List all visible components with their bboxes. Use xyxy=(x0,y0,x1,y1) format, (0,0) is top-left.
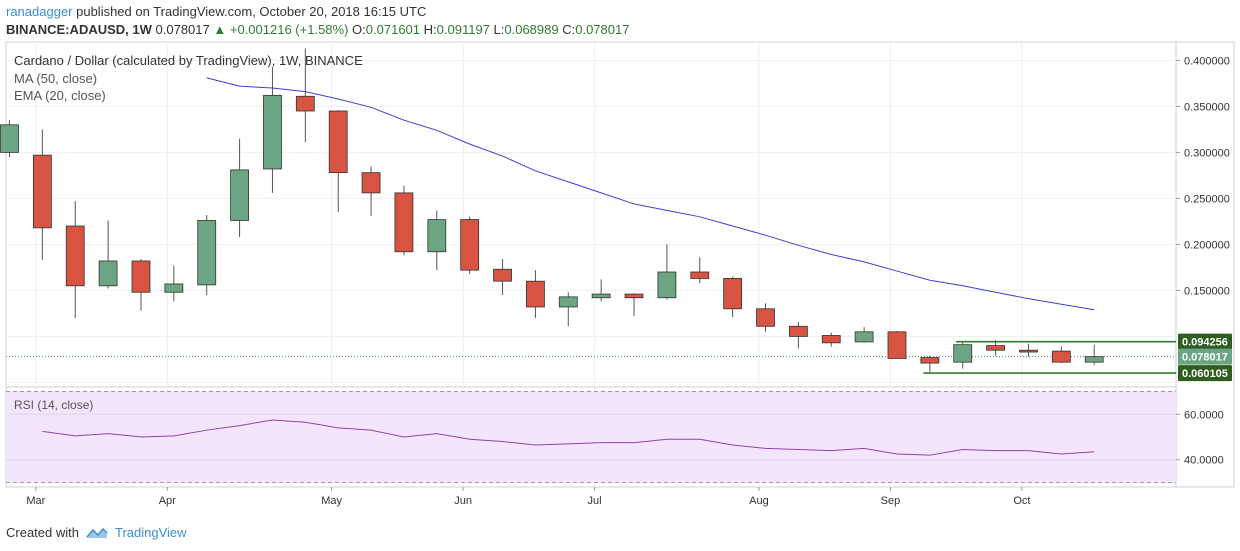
x-tick-label: Apr xyxy=(159,495,176,507)
x-tick-label: Aug xyxy=(749,495,769,507)
rsi-line xyxy=(42,419,1095,456)
candle-down xyxy=(756,308,775,327)
x-tick-label: Jul xyxy=(588,495,602,507)
ma-legend: MA (50, close) xyxy=(14,71,97,86)
candle-down xyxy=(493,268,512,282)
candle-down xyxy=(788,325,808,337)
candle-up xyxy=(98,260,118,287)
created-with-text: Created with xyxy=(6,525,79,540)
rsi-y-tick-label: 60.0000 xyxy=(1184,409,1224,421)
candle-down xyxy=(986,345,1005,351)
current-price-tag xyxy=(1178,348,1232,365)
change-value: +0.001216 (+1.58%) xyxy=(229,22,349,37)
chart-title: Cardano / Dollar (calculated by TradingV… xyxy=(14,53,363,68)
candle-up xyxy=(657,271,677,299)
support-price-tag xyxy=(1178,365,1232,382)
main-pane-frame xyxy=(5,41,1177,388)
candle-down xyxy=(920,357,940,364)
resistance-price-tag-text: 0.094256 xyxy=(1182,337,1228,349)
candle-up xyxy=(854,331,874,343)
symbol-label: BINANCE:ADAUSD, 1W xyxy=(6,22,152,37)
levels xyxy=(6,340,1176,374)
price-axis-frame xyxy=(1175,41,1235,488)
low-value: 0.068989 xyxy=(504,22,559,37)
published-text: published on TradingView.com, October 20… xyxy=(72,4,427,19)
candle-down xyxy=(526,280,545,308)
rsi-legend: RSI (14, close) xyxy=(14,398,93,412)
candle-down xyxy=(295,95,315,112)
candle-down xyxy=(328,110,348,174)
high-value: 0.091197 xyxy=(436,22,490,37)
candle-up xyxy=(197,220,217,286)
symbol-quote: BINANCE:ADAUSD, 1W 0.078017 ▲ +0.001216 … xyxy=(6,22,629,37)
rsi-y-tick-label: 40.0000 xyxy=(1184,455,1224,467)
tradingview-logo-icon xyxy=(86,527,108,538)
high-label: H: xyxy=(423,22,437,37)
rsi-polyline xyxy=(42,419,1095,456)
candles xyxy=(0,48,1104,373)
x-tick-label: Jun xyxy=(454,495,472,507)
y-tick-label: 0.350000 xyxy=(1184,101,1230,113)
candle-down xyxy=(1019,349,1038,353)
candle-down xyxy=(821,335,841,344)
resistance-price-tag xyxy=(1178,333,1232,350)
candle-down xyxy=(394,192,414,253)
candle-down xyxy=(131,260,151,293)
ma-polyline xyxy=(206,77,1095,311)
current-price-tag-text: 0.078017 xyxy=(1182,352,1228,364)
y-tick-label: 0.300000 xyxy=(1184,147,1230,159)
tradingview-brand[interactable]: TradingView xyxy=(114,525,187,540)
candle-up xyxy=(263,94,282,170)
y-tick-label: 0.200000 xyxy=(1184,239,1230,251)
ema-legend: EMA (20, close) xyxy=(14,88,106,103)
candle-down xyxy=(460,219,480,271)
x-tick-label: May xyxy=(321,495,342,507)
support-price-tag-text: 0.060105 xyxy=(1182,368,1228,380)
x-tick-label: Sep xyxy=(881,495,901,507)
candle-down xyxy=(723,278,743,310)
x-tick-label: Mar xyxy=(26,495,45,507)
footer: Created with TradingView xyxy=(6,525,187,540)
author-link[interactable]: ranadagger xyxy=(6,4,73,19)
candle-down xyxy=(887,331,907,359)
candle-up xyxy=(591,293,611,299)
candle-down xyxy=(361,172,381,194)
candle-up xyxy=(1084,356,1104,363)
candle-down xyxy=(65,225,85,287)
candle-up xyxy=(953,344,973,363)
change-arrow-icon: ▲ xyxy=(213,22,227,37)
candle-down xyxy=(32,154,52,229)
y-tick-label: 0.150000 xyxy=(1184,285,1230,297)
candle-up xyxy=(0,124,19,153)
open-label: O: xyxy=(352,22,366,37)
last-close: 0.078017 xyxy=(155,22,210,37)
candle-down xyxy=(624,293,644,299)
ma-line xyxy=(206,77,1095,311)
candle-up xyxy=(164,283,184,293)
rsi-band xyxy=(6,391,1176,483)
publish-info: ranadagger published on TradingView.com,… xyxy=(6,4,426,19)
open-value: 0.071601 xyxy=(365,22,421,37)
axes: 0.150000 0.200000 0.250000 0.300000 0.350000… xyxy=(26,55,1232,507)
y-tick-label: 0.400000 xyxy=(1184,55,1230,67)
close-value: 0.078017 xyxy=(575,22,630,37)
rsi-band-fill xyxy=(6,391,1176,483)
y-tick-label: 0.250000 xyxy=(1184,193,1230,205)
candle-up xyxy=(558,296,578,308)
candle-down xyxy=(690,271,710,279)
candle-down xyxy=(1051,350,1071,363)
candle-up xyxy=(230,169,249,221)
candle-up xyxy=(427,219,447,253)
x-tick-label: Oct xyxy=(1013,495,1030,507)
low-label: L: xyxy=(493,22,505,37)
close-label: C: xyxy=(562,22,576,37)
